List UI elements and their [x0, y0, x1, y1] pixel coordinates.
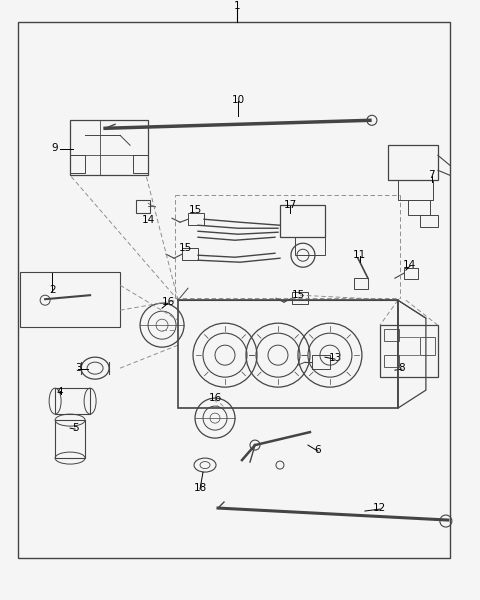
Bar: [70, 155, 85, 173]
Text: 15: 15: [179, 243, 192, 253]
Text: 14: 14: [403, 260, 417, 270]
Text: 17: 17: [283, 200, 297, 210]
Bar: [380, 325, 438, 377]
Text: 1: 1: [234, 1, 240, 11]
Bar: [384, 355, 399, 367]
Text: 5: 5: [72, 423, 78, 433]
Bar: [404, 268, 418, 279]
Bar: [384, 329, 399, 341]
Bar: [420, 337, 435, 355]
Bar: [420, 215, 438, 227]
Bar: [136, 200, 150, 213]
Bar: [188, 213, 204, 225]
Text: 11: 11: [353, 250, 367, 260]
Bar: [182, 248, 198, 260]
Bar: [133, 155, 148, 173]
Bar: [295, 237, 325, 255]
Bar: [408, 200, 430, 215]
Bar: [388, 145, 438, 180]
Text: 4: 4: [57, 387, 63, 397]
Text: 7: 7: [429, 170, 435, 180]
Bar: [20, 272, 120, 327]
Bar: [178, 300, 398, 408]
Bar: [70, 121, 148, 175]
Text: 3: 3: [75, 363, 82, 373]
Bar: [292, 292, 308, 304]
Text: 2: 2: [49, 285, 55, 295]
Text: 16: 16: [208, 393, 222, 403]
Bar: [55, 388, 90, 414]
Text: 10: 10: [231, 95, 245, 106]
Text: 12: 12: [373, 503, 386, 513]
Text: 14: 14: [142, 215, 155, 225]
Text: 9: 9: [52, 143, 59, 153]
Bar: [312, 355, 330, 369]
Text: 16: 16: [161, 297, 175, 307]
Text: 18: 18: [193, 483, 207, 493]
Text: 15: 15: [291, 290, 305, 300]
Text: 13: 13: [328, 353, 342, 363]
Bar: [55, 420, 85, 458]
Bar: [18, 22, 450, 558]
Text: 15: 15: [189, 205, 202, 215]
Bar: [280, 205, 325, 237]
Bar: [354, 278, 368, 289]
Text: 8: 8: [398, 363, 405, 373]
Bar: [398, 180, 433, 200]
Text: 6: 6: [314, 445, 321, 455]
